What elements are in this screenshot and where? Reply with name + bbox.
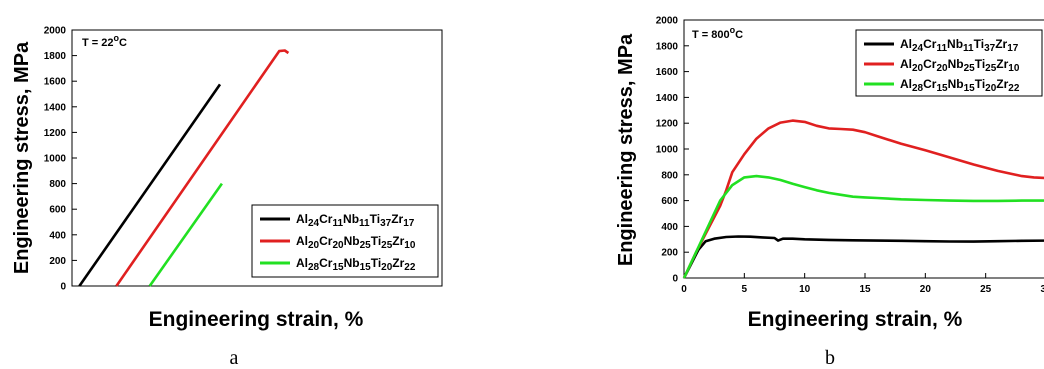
- y-tick-label: 200: [661, 248, 678, 259]
- y-tick-label: 1200: [44, 128, 67, 139]
- y-tick-label: 0: [672, 274, 678, 285]
- temperature-annotation-a: T = 22oC: [82, 33, 127, 49]
- series-group-a: [78, 49, 290, 287]
- y-tick-label: 1200: [656, 119, 679, 130]
- legend-label: Al28Cr15Nb15Ti20Zr22: [900, 77, 1020, 94]
- y-tick-label: 400: [49, 230, 66, 241]
- y-tick-label: 2000: [44, 26, 67, 37]
- y-tick-label: 800: [49, 179, 66, 190]
- x-tick-label: 20: [920, 284, 932, 295]
- y-tick-label: 1400: [44, 102, 67, 113]
- y-axis-label-b: Engineering stress, MPa: [615, 33, 637, 266]
- x-tick-label: 25: [980, 284, 992, 295]
- x-tick-label: 5: [742, 284, 748, 295]
- series-line: [682, 174, 1044, 279]
- x-tick-label: 30: [1040, 284, 1044, 295]
- y-tick-label: 1800: [44, 51, 67, 62]
- legend-label: Al20Cr20Nb25Ti25Zr10: [296, 234, 416, 251]
- series-line: [148, 182, 223, 287]
- y-ticks-a: 0 200 400 600 800 1000 1200 1400 1600 1800 2000: [44, 26, 77, 293]
- y-tick-label: 1600: [44, 77, 67, 88]
- series-line: [78, 83, 222, 287]
- chart-panel-b: 0 200 400 600 800 1000 1200 1400 1600 1800 2000 0 5…: [615, 16, 1044, 369]
- x-tick-label: 10: [799, 284, 811, 295]
- legend-label: Al24Cr11Nb11Ti37Zr17: [296, 212, 415, 229]
- y-tick-label: 1000: [656, 145, 679, 156]
- y-tick-label: 200: [49, 256, 66, 267]
- y-tick-label: 2000: [656, 16, 679, 27]
- y-tick-label: 800: [661, 170, 678, 181]
- x-axis-label-b: Engineering strain, %: [748, 308, 963, 331]
- legend-label: Al24Cr11Nb11Ti37Zr17: [900, 37, 1019, 54]
- y-tick-label: 600: [661, 196, 678, 207]
- series-group-b: [682, 119, 1044, 279]
- temperature-annotation-b: T = 800oC: [692, 25, 743, 41]
- y-tick-label: 1800: [656, 41, 679, 52]
- y-tick-label: 1400: [656, 93, 679, 104]
- y-ticks-b: 0 200 400 600 800 1000 1200 1400 1600 1800 2000: [656, 16, 689, 285]
- legend-label: Al20Cr20Nb25Ti25Zr10: [900, 57, 1020, 74]
- y-tick-label: 1600: [656, 67, 679, 78]
- x-tick-label: 15: [859, 284, 871, 295]
- y-tick-label: 600: [49, 205, 66, 216]
- series-line: [682, 235, 1044, 279]
- legend-b: Al24Cr11Nb11Ti37Zr17 Al20Cr20Nb25Ti25Zr10…: [855, 29, 1043, 97]
- y-axis-label-a: Engineering stress, MPa: [11, 41, 33, 274]
- series-line: [115, 49, 290, 287]
- series-line: [682, 119, 1044, 279]
- panel-label-a: a: [230, 347, 239, 369]
- y-tick-label: 400: [661, 222, 678, 233]
- panel-label-b: b: [825, 347, 835, 369]
- legend-a: Al24Cr11Nb11Ti37Zr17 Al20Cr20Nb25Ti25Zr10…: [251, 204, 439, 278]
- y-tick-label: 1000: [44, 154, 67, 165]
- y-tick-label: 0: [60, 282, 66, 293]
- chart-panel-a: 0 200 400 600 800 1000 1200 1400 1600 1800 2000 T …: [11, 26, 443, 369]
- x-tick-label: 0: [681, 284, 687, 295]
- x-axis-label-a: Engineering strain, %: [149, 308, 364, 331]
- legend-label: Al28Cr15Nb15Ti20Zr22: [296, 256, 416, 273]
